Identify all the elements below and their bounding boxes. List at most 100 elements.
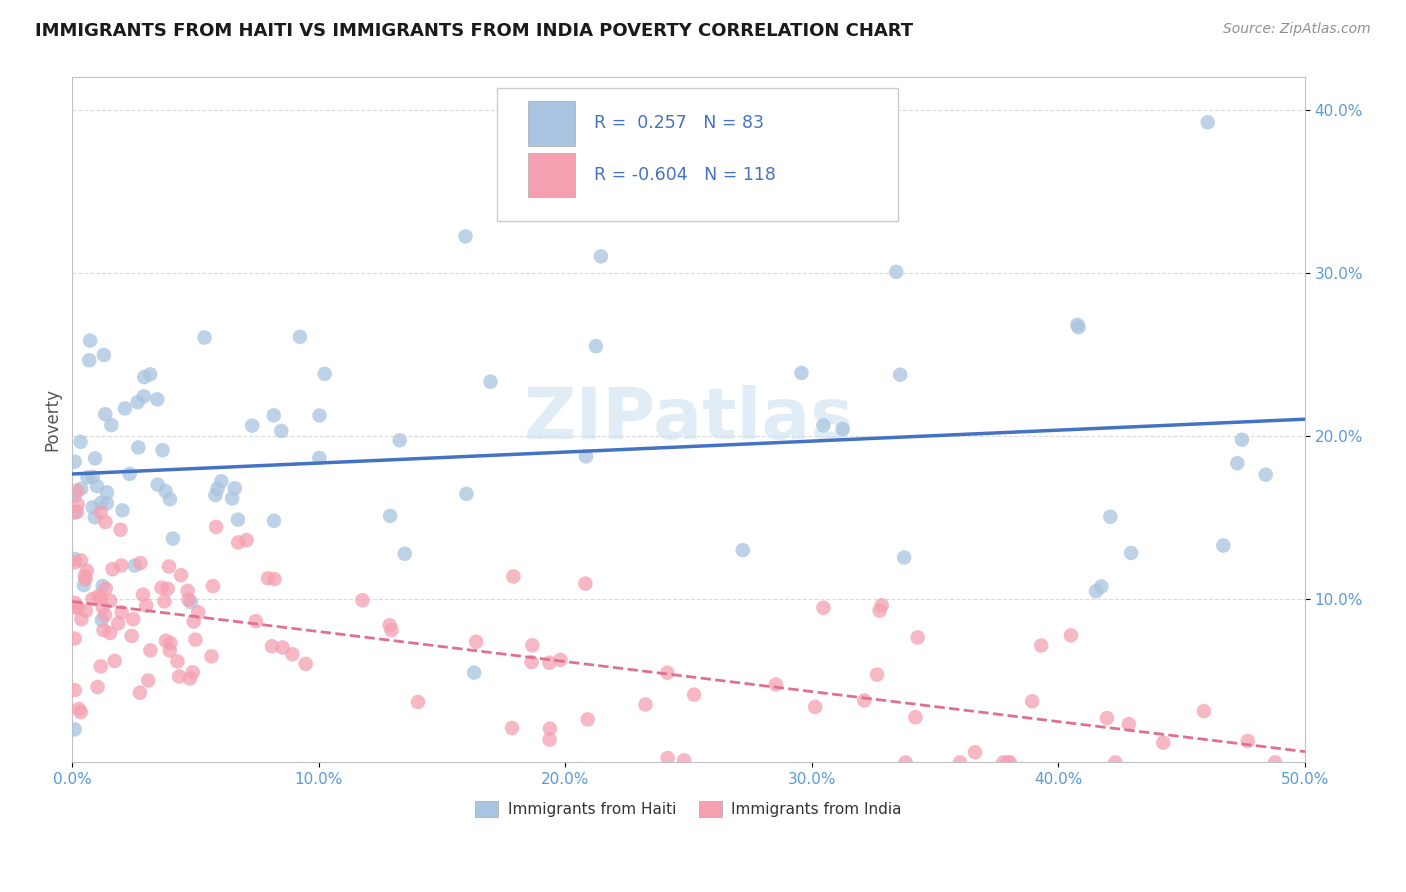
Point [73, 578, 96, 592]
Point [70, 612, 93, 626]
Point [76, 470, 98, 484]
Point [209, 475, 232, 489]
Point [263, 409, 285, 423]
Point [281, 648, 304, 662]
Point [122, 612, 145, 626]
Point [91, 600, 114, 615]
Point [170, 568, 193, 582]
Point [454, 229, 477, 244]
Point [1095, 711, 1118, 725]
Point [352, 593, 374, 607]
Point [378, 618, 401, 632]
Point [314, 367, 336, 381]
Point [90, 496, 112, 510]
Point [1226, 456, 1249, 470]
Point [263, 514, 285, 528]
Point [1085, 584, 1108, 599]
Point [134, 370, 156, 384]
Point [1254, 467, 1277, 482]
FancyBboxPatch shape [498, 87, 898, 221]
Point [162, 532, 184, 546]
Point [180, 595, 202, 609]
Point [993, 756, 1015, 770]
Point [82, 592, 104, 607]
Point [93, 623, 115, 637]
Point [1060, 628, 1083, 642]
Point [94, 515, 117, 529]
Point [139, 643, 162, 657]
Point [90, 505, 112, 519]
Point [63, 552, 86, 566]
Point [240, 418, 263, 433]
Point [394, 547, 416, 561]
Point [831, 422, 853, 436]
Point [96, 496, 118, 510]
Point [1197, 115, 1219, 129]
Point [226, 513, 249, 527]
Point [1230, 433, 1253, 447]
Point [91, 579, 114, 593]
Point [132, 588, 155, 602]
Point [66, 600, 89, 615]
Point [520, 655, 543, 669]
Point [263, 572, 285, 586]
Text: ZIPatlas: ZIPatlas [523, 385, 853, 454]
Point [204, 488, 226, 502]
Point [127, 441, 149, 455]
Point [585, 339, 607, 353]
Point [124, 558, 146, 573]
Point [589, 249, 612, 263]
Point [75, 572, 97, 586]
Point [1031, 639, 1053, 653]
Point [94, 407, 117, 421]
Point [949, 756, 972, 770]
Point [129, 556, 152, 570]
Point [65, 600, 87, 615]
Point [89, 591, 111, 605]
Legend: Immigrants from Haiti, Immigrants from India: Immigrants from Haiti, Immigrants from I… [470, 795, 907, 823]
Point [538, 656, 561, 670]
Point [159, 643, 181, 657]
Point [184, 632, 207, 647]
Point [207, 482, 229, 496]
Point [127, 395, 149, 409]
Point [121, 629, 143, 643]
Point [70, 482, 93, 496]
Point [82, 470, 104, 484]
Point [406, 695, 429, 709]
Point [657, 751, 679, 765]
Y-axis label: Poverty: Poverty [44, 388, 60, 451]
Point [166, 655, 188, 669]
Point [98, 594, 121, 608]
Point [146, 392, 169, 407]
Point [63, 632, 86, 646]
Point [378, 508, 401, 523]
Point [87, 589, 110, 603]
Point [110, 523, 132, 537]
Point [111, 503, 134, 517]
Text: Source: ZipAtlas.com: Source: ZipAtlas.com [1223, 22, 1371, 37]
Point [183, 615, 205, 629]
Point [135, 599, 157, 613]
Point [1099, 509, 1122, 524]
Point [522, 638, 544, 652]
Point [111, 606, 134, 620]
Point [132, 389, 155, 403]
Point [129, 686, 152, 700]
Point [576, 713, 599, 727]
Point [110, 558, 132, 573]
Point [107, 616, 129, 631]
Point [101, 562, 124, 576]
FancyBboxPatch shape [529, 153, 575, 197]
Point [157, 559, 180, 574]
Point [66, 498, 89, 512]
Point [226, 535, 249, 549]
Point [200, 649, 222, 664]
Point [69, 434, 91, 449]
Point [1104, 756, 1126, 770]
Point [997, 756, 1019, 770]
Point [177, 592, 200, 607]
Point [155, 483, 177, 498]
Point [153, 594, 176, 608]
Text: R = -0.604   N = 118: R = -0.604 N = 118 [593, 166, 776, 184]
